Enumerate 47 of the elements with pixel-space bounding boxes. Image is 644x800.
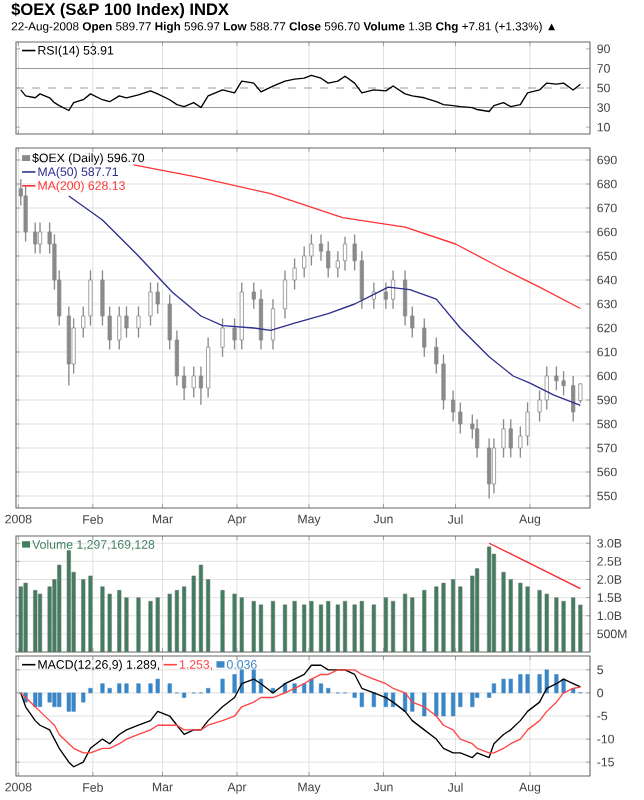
- candlestick: [23, 185, 28, 243]
- candlestick: [458, 401, 463, 435]
- candlestick: [451, 389, 456, 423]
- candlestick: [88, 269, 93, 327]
- candlestick: [191, 365, 196, 399]
- candlestick: [475, 418, 480, 459]
- candlestick: [371, 281, 376, 310]
- candlestick: [525, 401, 530, 447]
- candlestick: [309, 233, 314, 267]
- candlestick: [66, 305, 71, 387]
- candlestick: [501, 418, 506, 459]
- candlestick: [441, 353, 446, 411]
- candlestick: [359, 250, 364, 310]
- candlestick: [318, 233, 324, 262]
- candlestick: [422, 317, 427, 358]
- candlestick: [561, 370, 566, 396]
- candlestick: [491, 437, 497, 495]
- candlestick: [270, 298, 276, 351]
- candlestick: [390, 269, 396, 310]
- candlestick: [342, 236, 348, 272]
- candlestick: [136, 305, 141, 339]
- line-series: [20, 74, 582, 113]
- candlestick: [33, 221, 38, 255]
- line-series: [68, 195, 582, 407]
- candlestick: [554, 365, 559, 392]
- candlestick: [487, 437, 492, 500]
- chart-title: $OEX (S&P 100 Index) INDX: [11, 2, 229, 19]
- candlestick: [508, 418, 513, 459]
- candlestick: [117, 305, 122, 351]
- candlestick: [220, 317, 225, 358]
- candlestick: [383, 281, 388, 310]
- candlestick: [155, 281, 160, 315]
- candlestick: [148, 281, 153, 327]
- candlestick: [335, 250, 340, 279]
- candlestick: [292, 257, 297, 291]
- candlestick: [302, 245, 307, 279]
- candlestick: [544, 365, 549, 411]
- candlestick: [239, 281, 244, 351]
- candlestick: [402, 269, 408, 327]
- candlestick: [258, 288, 264, 351]
- candlestick: [206, 336, 211, 399]
- candlestick: [124, 305, 129, 339]
- line-series: [133, 164, 582, 310]
- candlestick: [326, 240, 331, 279]
- candlestick: [282, 269, 288, 320]
- candlestick: [571, 375, 576, 423]
- candlestick: [37, 221, 43, 255]
